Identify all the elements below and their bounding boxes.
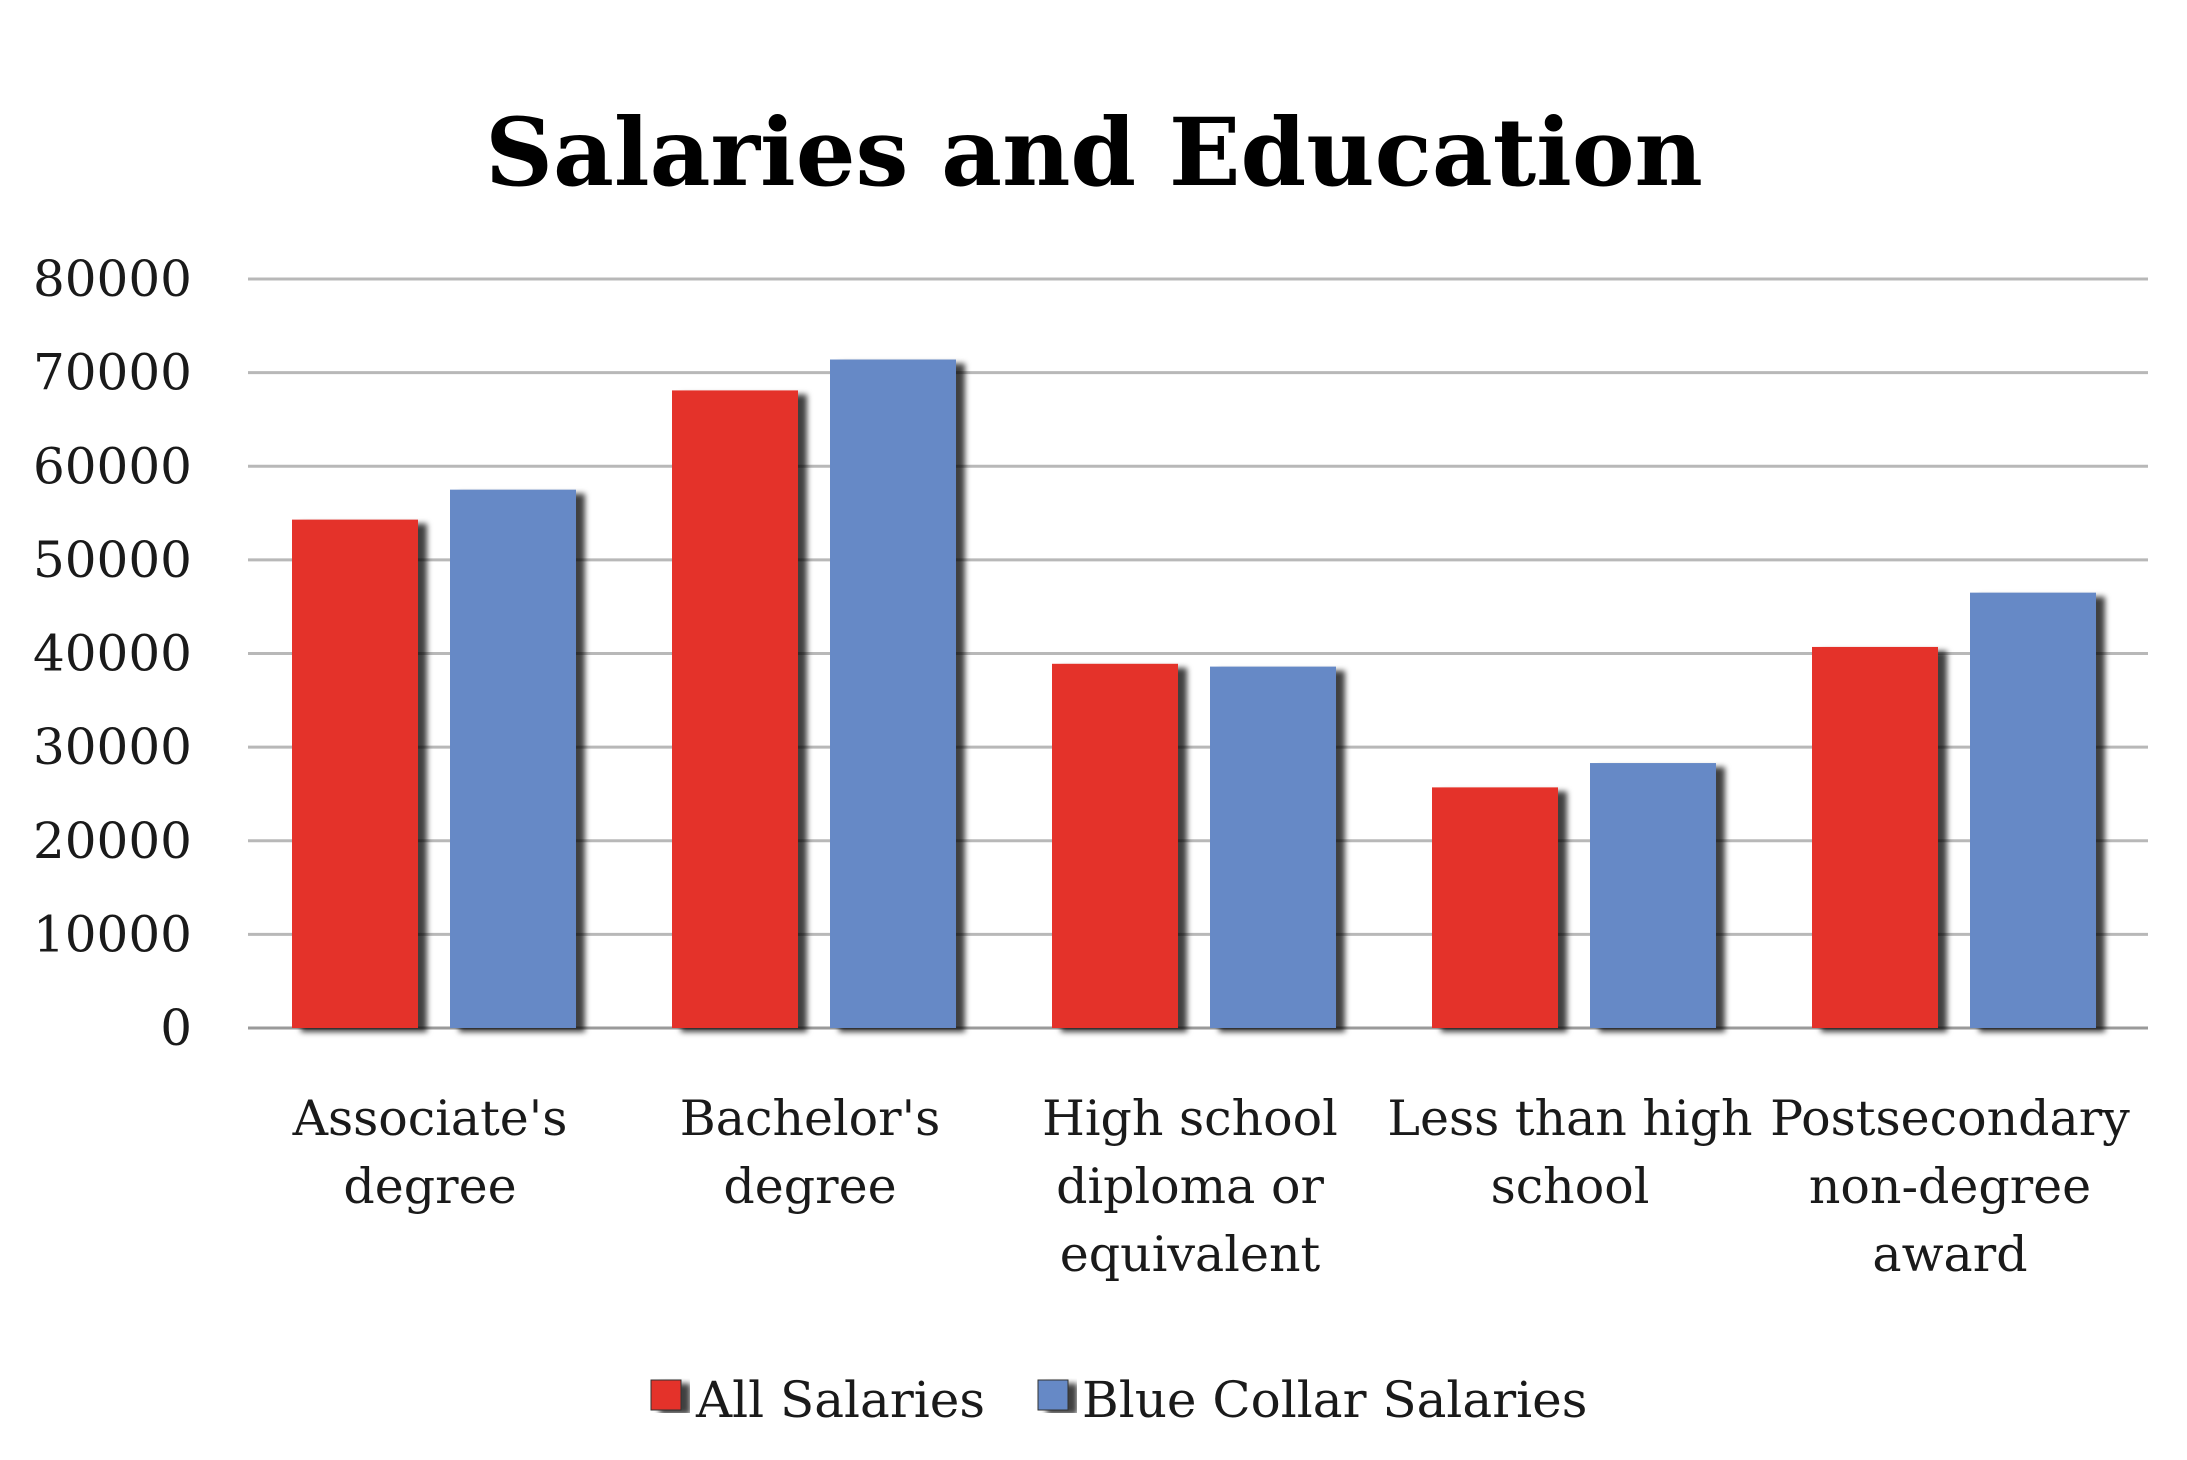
x-category-label-line: school	[1491, 1158, 1650, 1215]
bar-blue-collar-salaries-4	[1970, 592, 2096, 1028]
y-tick-label-30000: 30000	[33, 718, 192, 776]
x-axis-category-labels: Associate's degree Bachelor's degree High sc…	[292, 1090, 2131, 1283]
y-tick-label-50000: 50000	[33, 531, 192, 589]
legend: All Salaries Blue Collar Salaries	[650, 1371, 1587, 1429]
y-tick-label-80000: 80000	[33, 250, 192, 308]
x-category-label-line: diploma or	[1056, 1158, 1324, 1215]
y-tick-label-20000: 20000	[33, 812, 192, 870]
bar-all-salaries-1	[672, 390, 798, 1028]
x-category-label-4: Postsecondary non-degree award	[1770, 1090, 2130, 1283]
x-category-label-0: Associate's degree	[292, 1090, 568, 1215]
x-category-label-line: Less than high	[1387, 1090, 1752, 1147]
legend-swatch-all-salaries	[650, 1379, 682, 1411]
x-category-label-line: High school	[1042, 1090, 1338, 1147]
bar-blue-collar-salaries-0	[450, 489, 576, 1028]
x-category-label-line: equivalent	[1060, 1226, 1321, 1283]
chart-title: Salaries and Education	[485, 98, 1703, 208]
x-category-label-1: Bachelor's degree	[680, 1090, 940, 1215]
x-category-label-line: award	[1872, 1226, 2027, 1283]
bar-blue-collar-salaries-2	[1210, 666, 1336, 1028]
bar-blue-collar-salaries-1	[830, 359, 956, 1029]
bar-all-salaries-4	[1812, 646, 1938, 1028]
y-tick-label-0: 0	[160, 999, 192, 1057]
bar-all-salaries-3	[1432, 787, 1558, 1028]
x-category-label-line: Associate's	[292, 1090, 568, 1147]
bar-blue-collar-salaries-3	[1590, 763, 1716, 1028]
x-category-label-3: Less than high school	[1387, 1090, 1752, 1215]
x-category-label-2: High school diploma or equivalent	[1042, 1090, 1338, 1283]
bar-all-salaries-0	[292, 519, 418, 1028]
y-tick-label-60000: 60000	[33, 437, 192, 495]
legend-label-all-salaries: All Salaries	[695, 1371, 985, 1429]
y-tick-label-10000: 10000	[33, 905, 192, 963]
x-category-label-line: non-degree	[1809, 1158, 2091, 1215]
y-tick-label-40000: 40000	[33, 625, 192, 683]
y-tick-label-70000: 70000	[33, 344, 192, 402]
x-category-label-line: Postsecondary	[1770, 1090, 2130, 1147]
x-category-label-line: Bachelor's	[680, 1090, 940, 1147]
x-category-label-line: degree	[723, 1158, 896, 1215]
bar-all-salaries-2	[1052, 663, 1178, 1028]
legend-label-blue-collar-salaries: Blue Collar Salaries	[1082, 1371, 1587, 1429]
y-axis-tick-labels: 0 10000 20000 30000 40000 50000 60000 70000 8000…	[33, 250, 192, 1057]
bars	[292, 359, 2096, 1029]
x-category-label-line: degree	[343, 1158, 516, 1215]
legend-swatch-blue-collar-salaries	[1037, 1379, 1069, 1411]
